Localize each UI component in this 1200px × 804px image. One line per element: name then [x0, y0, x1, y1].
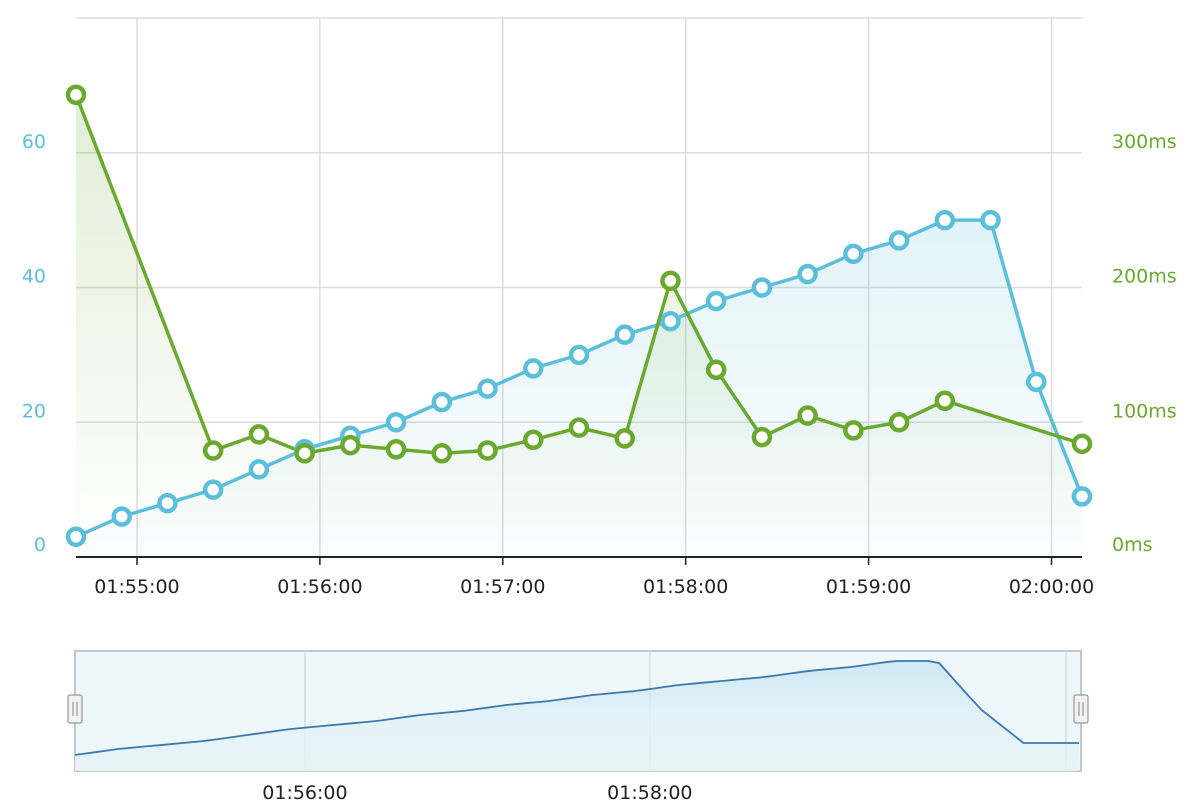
count-series-point: [934, 209, 956, 231]
y-right-tick-label: 200ms: [1112, 266, 1177, 288]
latency-series-point: [934, 390, 956, 411]
count-series-point: [568, 344, 590, 366]
latency-series-point: [660, 270, 681, 292]
handle-body[interactable]: [1073, 694, 1089, 724]
count-series-point: [797, 263, 818, 285]
x-tick-label: 01:58:00: [643, 576, 728, 598]
navigator-tick-label: 01:56:00: [262, 782, 347, 800]
latency-series-point: [568, 417, 590, 438]
y-left-tick-label: 20: [22, 400, 46, 422]
series-layer: [65, 84, 1093, 558]
latency-series-point: [340, 434, 361, 456]
y-right-tick-label: 300ms: [1112, 131, 1177, 153]
navigator-line: [74, 660, 1079, 756]
count-series-point: [111, 506, 132, 527]
navigator-area: [75, 661, 1079, 771]
latency-series-point: [65, 84, 87, 106]
count-series-point: [1071, 486, 1093, 507]
navigator-handle-left[interactable]: [67, 694, 83, 724]
latency-series-area: [76, 94, 1082, 558]
count-series-point: [980, 209, 1001, 231]
latency-series-point: [523, 429, 544, 451]
count-series-point: [65, 526, 87, 548]
latency-series-point: [294, 442, 315, 464]
axes: 01:55:00 01:56:00 01:57:00 01:58:00 01:59:00…: [22, 131, 1177, 598]
latency-series-point: [431, 442, 453, 464]
latency-series-point: [385, 438, 407, 460]
count-series-point: [705, 290, 727, 312]
latency-series-point: [797, 405, 818, 426]
latency-series-point: [705, 359, 727, 380]
count-series-point: [385, 412, 407, 433]
navigator-handle-right[interactable]: [1073, 694, 1089, 724]
y-left-tick-label: 60: [22, 131, 46, 153]
count-series-point: [248, 459, 270, 480]
count-series-point: [751, 277, 773, 298]
y-left-tick-label: 0: [34, 534, 46, 556]
count-series-point: [614, 324, 635, 345]
count-series-point: [660, 310, 681, 332]
latency-series-point: [751, 426, 773, 448]
latency-series-point: [888, 412, 910, 433]
latency-series-point: [248, 424, 270, 445]
latency-series-point: [477, 440, 498, 461]
x-tick-label: 01:57:00: [460, 576, 545, 598]
x-tick-label: 01:59:00: [826, 576, 911, 598]
count-series-point: [477, 378, 498, 399]
handle-body[interactable]: [67, 694, 83, 724]
count-series-point: [843, 243, 864, 265]
count-series-point: [202, 479, 224, 500]
count-series-point: [888, 230, 910, 251]
x-tick-label: 01:56:00: [277, 576, 362, 598]
latency-series-point: [1071, 433, 1093, 455]
navigator[interactable]: 01:56:00 01:58:00: [67, 650, 1089, 804]
latency-series-point: [843, 420, 864, 441]
y-right-tick-label: 0ms: [1112, 534, 1153, 556]
count-series-point: [523, 358, 544, 379]
navigator-tick-label: 01:58:00: [607, 782, 692, 800]
count-series-point: [157, 492, 178, 514]
latency-series-point: [202, 440, 224, 461]
y-right-tick-label: 100ms: [1112, 400, 1177, 422]
x-tick-label: 01:55:00: [94, 576, 179, 598]
count-series-point: [1026, 371, 1047, 393]
x-tick-label: 02:00:00: [1009, 576, 1094, 598]
y-left-tick-label: 40: [22, 266, 46, 288]
count-series-point: [431, 391, 453, 413]
latency-series-point: [614, 428, 635, 449]
